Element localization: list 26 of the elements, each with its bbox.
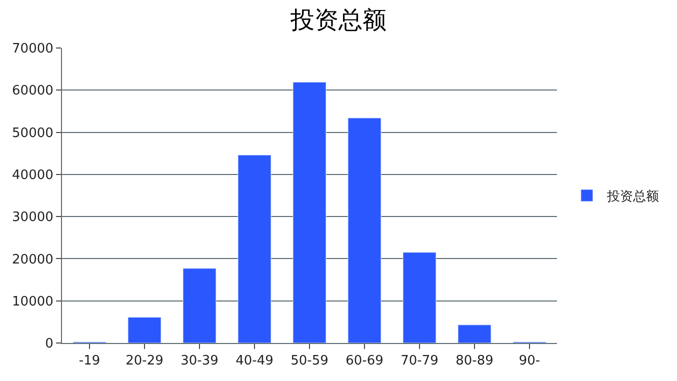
x-tick-label: 30-39 [180, 354, 218, 369]
y-tick-label: 40000 [12, 168, 54, 183]
x-tick-label: 70-79 [400, 354, 438, 369]
x-tick-label: 80-89 [456, 354, 494, 369]
y-tick-label: 30000 [12, 210, 54, 226]
y-tick-label: 50000 [12, 126, 54, 141]
bar [238, 154, 272, 343]
bar [458, 324, 492, 343]
y-tick-label: 20000 [12, 252, 54, 268]
bar [292, 82, 326, 343]
bar [348, 118, 382, 343]
bar [402, 252, 436, 343]
x-tick-label: 20-29 [126, 354, 164, 369]
y-tick-label: 10000 [12, 294, 54, 310]
chart-title: 投资总额 [290, 6, 386, 34]
y-tick-label: 70000 [12, 42, 54, 57]
x-tick-label: 90- [518, 354, 540, 369]
x-tick-label: 40-49 [236, 354, 274, 369]
bar [182, 268, 216, 343]
x-tick-label: 60-69 [346, 354, 384, 369]
y-tick-label: 0 [45, 336, 54, 352]
x-tick-label: -19 [78, 354, 100, 369]
y-tick-label: 60000 [12, 84, 54, 99]
legend-label: 投资总额 [606, 190, 659, 205]
x-tick-label: 50-59 [290, 354, 328, 369]
bar [128, 317, 162, 343]
